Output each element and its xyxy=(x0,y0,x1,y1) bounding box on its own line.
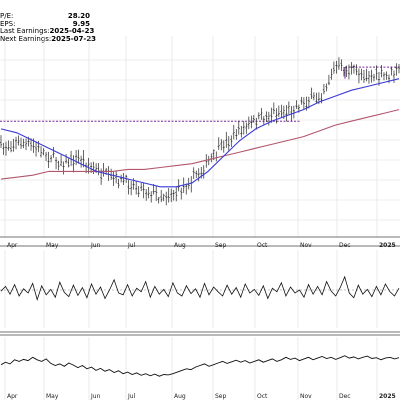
x-tick-label: Nov xyxy=(300,242,312,249)
x-tick-label: Oct xyxy=(257,393,268,400)
stat-label: Last Earnings: xyxy=(0,27,50,36)
stat-label: Next Earnings: xyxy=(0,34,52,43)
stat-row: Last Earnings: 2025-04-23 xyxy=(0,27,94,36)
x-tick-label: May xyxy=(46,242,59,249)
price-panel xyxy=(0,57,400,206)
stats-panel: P/E: 28.20 EPS: 9.95 Last Earnings: 2025-04-2… xyxy=(0,12,96,44)
oscillator-line xyxy=(0,275,400,301)
x-tick-label: Aug xyxy=(174,242,186,249)
x-tick-label: Sep xyxy=(215,393,227,400)
x-tick-label: Jul xyxy=(127,393,136,400)
stat-label: P/E: xyxy=(0,12,14,20)
stat-value: 2025-04-23 xyxy=(49,27,95,36)
x-tick-label: Jun xyxy=(90,242,101,249)
x-tick-label: 2025 xyxy=(379,393,396,400)
x-tick-label: Dec xyxy=(339,393,351,400)
grid xyxy=(0,36,400,400)
x-tick-label: Sep xyxy=(215,242,227,249)
stat-value: 9.95 xyxy=(72,19,90,28)
x-tick-label: Dec xyxy=(339,242,351,249)
moving-average-long xyxy=(0,109,400,180)
x-axis: Apr Apr May May Jun Jun Jul Jul Aug Aug Sep Sep Oct O… xyxy=(7,242,396,400)
x-tick-label: Apr xyxy=(7,242,18,249)
stat-row: P/E: 28.20 xyxy=(0,12,90,21)
x-tick-label: Jul xyxy=(127,242,136,249)
indicator-line xyxy=(0,355,400,377)
x-tick-label: Nov xyxy=(300,393,312,400)
stat-row: Next Earnings: 2025-07-23 xyxy=(0,34,96,44)
x-tick-label: Aug xyxy=(174,393,186,400)
stat-row: EPS: 9.95 xyxy=(0,19,90,29)
x-tick-label: Jun xyxy=(90,393,101,400)
x-tick-label: Apr xyxy=(7,393,18,400)
indicator-panel xyxy=(0,355,400,377)
stat-value: 2025-07-23 xyxy=(51,34,97,43)
stat-value: 28.20 xyxy=(67,12,90,20)
stat-label: EPS: xyxy=(0,19,16,28)
x-tick-label: May xyxy=(46,393,59,400)
x-tick-label: 2025 xyxy=(379,242,396,249)
moving-average-short xyxy=(0,78,400,188)
x-tick-label: Oct xyxy=(257,242,268,249)
oscillator-panel xyxy=(0,275,400,301)
